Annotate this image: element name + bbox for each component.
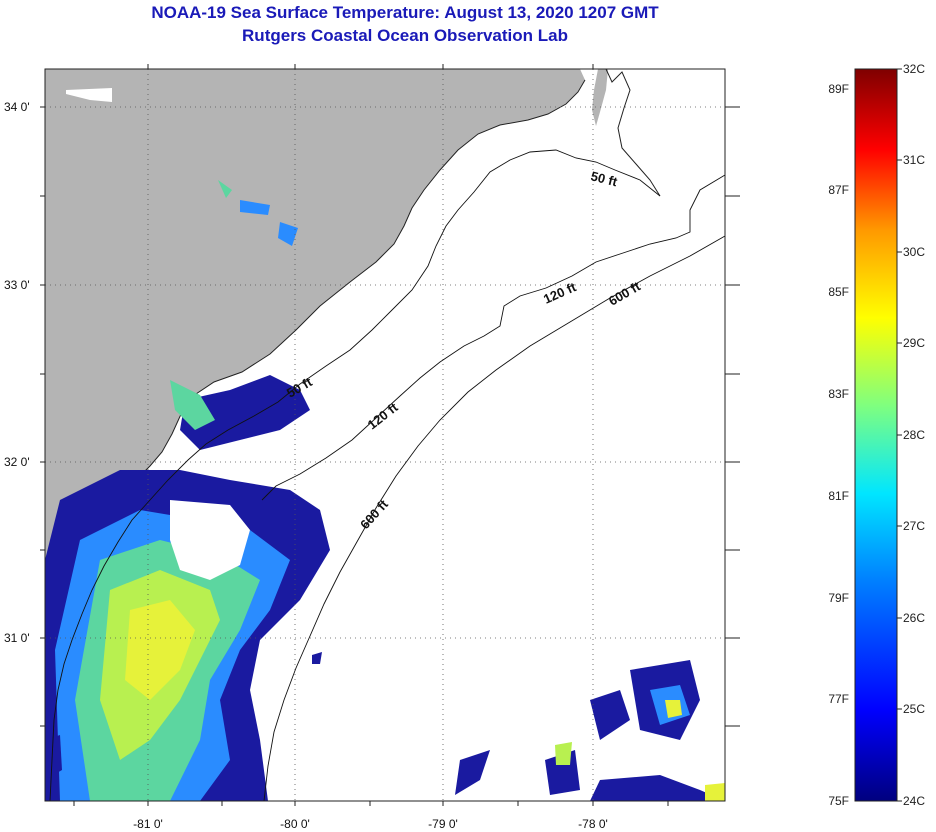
colorbar-label-c: 27C bbox=[903, 519, 925, 533]
contour-120ft bbox=[261, 174, 725, 501]
colorbar-gradient bbox=[854, 68, 898, 802]
colorbar-label-f: 81F bbox=[828, 489, 849, 503]
colorbar-label-f: 77F bbox=[828, 692, 849, 706]
colorbar-label-c: 25C bbox=[903, 702, 925, 716]
map-title: NOAA-19 Sea Surface Temperature: August … bbox=[151, 3, 659, 22]
colorbar-label-c: 31C bbox=[903, 153, 925, 167]
colorbar-label-f: 89F bbox=[828, 82, 849, 96]
colorbar-label-c: 32C bbox=[903, 62, 925, 76]
colorbar-label-f: 83F bbox=[828, 387, 849, 401]
colorbar-label-c: 24C bbox=[903, 794, 925, 808]
colorbar-label-c: 26C bbox=[903, 611, 925, 625]
lon-label-80: -80 0' bbox=[280, 817, 310, 831]
lon-label-78: -78 0' bbox=[578, 817, 608, 831]
map-panel: 50 ft 50 ft 120 ft 120 ft 600 ft 600 ft bbox=[45, 69, 725, 801]
colorbar-label-f: 79F bbox=[828, 591, 849, 605]
grid-lines bbox=[45, 69, 725, 801]
colorbar-label-c: 30C bbox=[903, 245, 925, 259]
land-mass bbox=[45, 69, 585, 730]
colorbar-label-f: 75F bbox=[828, 794, 849, 808]
colorbar: 32C 31C 30C 29C 28C 27C 26C 25C 24C 89F … bbox=[828, 62, 925, 808]
colorbar-label-f: 87F bbox=[828, 183, 849, 197]
colorbar-label-f: 85F bbox=[828, 285, 849, 299]
coastline-northeast bbox=[605, 69, 661, 197]
lat-label-33: 33 0' bbox=[4, 278, 30, 292]
tick-marks bbox=[40, 64, 740, 806]
lon-label-81: -81 0' bbox=[133, 817, 163, 831]
land-northeast bbox=[592, 69, 608, 126]
colorbar-label-c: 28C bbox=[903, 428, 925, 442]
sst-satellite-data bbox=[45, 88, 725, 801]
contour-50ft bbox=[49, 149, 661, 801]
map-frame bbox=[44, 68, 726, 802]
lat-label-34: 34 0' bbox=[4, 100, 30, 114]
contour-600ft bbox=[263, 235, 725, 801]
colorbar-label-c: 29C bbox=[903, 336, 925, 350]
lon-label-79: -79 0' bbox=[428, 817, 458, 831]
map-subtitle: Rutgers Coastal Ocean Observation Lab bbox=[242, 26, 568, 45]
lat-label-31: 31 0' bbox=[4, 631, 30, 645]
lat-label-32: 32 0' bbox=[4, 455, 30, 469]
contour-label-50ft: 50 ft bbox=[589, 168, 619, 189]
